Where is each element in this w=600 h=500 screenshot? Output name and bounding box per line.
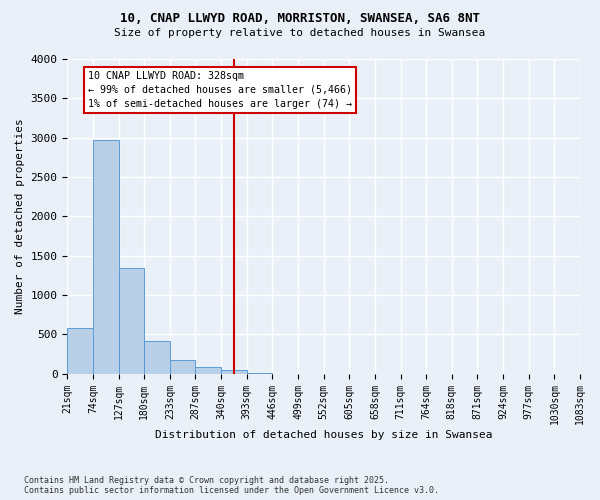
Bar bbox=[93, 140, 119, 374]
Text: Size of property relative to detached houses in Swansea: Size of property relative to detached ho… bbox=[115, 28, 485, 38]
Bar bbox=[221, 370, 247, 374]
Y-axis label: Number of detached properties: Number of detached properties bbox=[15, 118, 25, 314]
Bar bbox=[144, 340, 170, 374]
Bar bbox=[247, 373, 272, 374]
Text: 10, CNAP LLWYD ROAD, MORRISTON, SWANSEA, SA6 8NT: 10, CNAP LLWYD ROAD, MORRISTON, SWANSEA,… bbox=[120, 12, 480, 26]
Bar bbox=[67, 328, 93, 374]
Bar bbox=[119, 268, 144, 374]
Text: Contains HM Land Registry data © Crown copyright and database right 2025.
Contai: Contains HM Land Registry data © Crown c… bbox=[24, 476, 439, 495]
Text: 10 CNAP LLWYD ROAD: 328sqm
← 99% of detached houses are smaller (5,466)
1% of se: 10 CNAP LLWYD ROAD: 328sqm ← 99% of deta… bbox=[88, 71, 352, 109]
X-axis label: Distribution of detached houses by size in Swansea: Distribution of detached houses by size … bbox=[155, 430, 493, 440]
Bar bbox=[170, 360, 196, 374]
Bar bbox=[196, 368, 221, 374]
